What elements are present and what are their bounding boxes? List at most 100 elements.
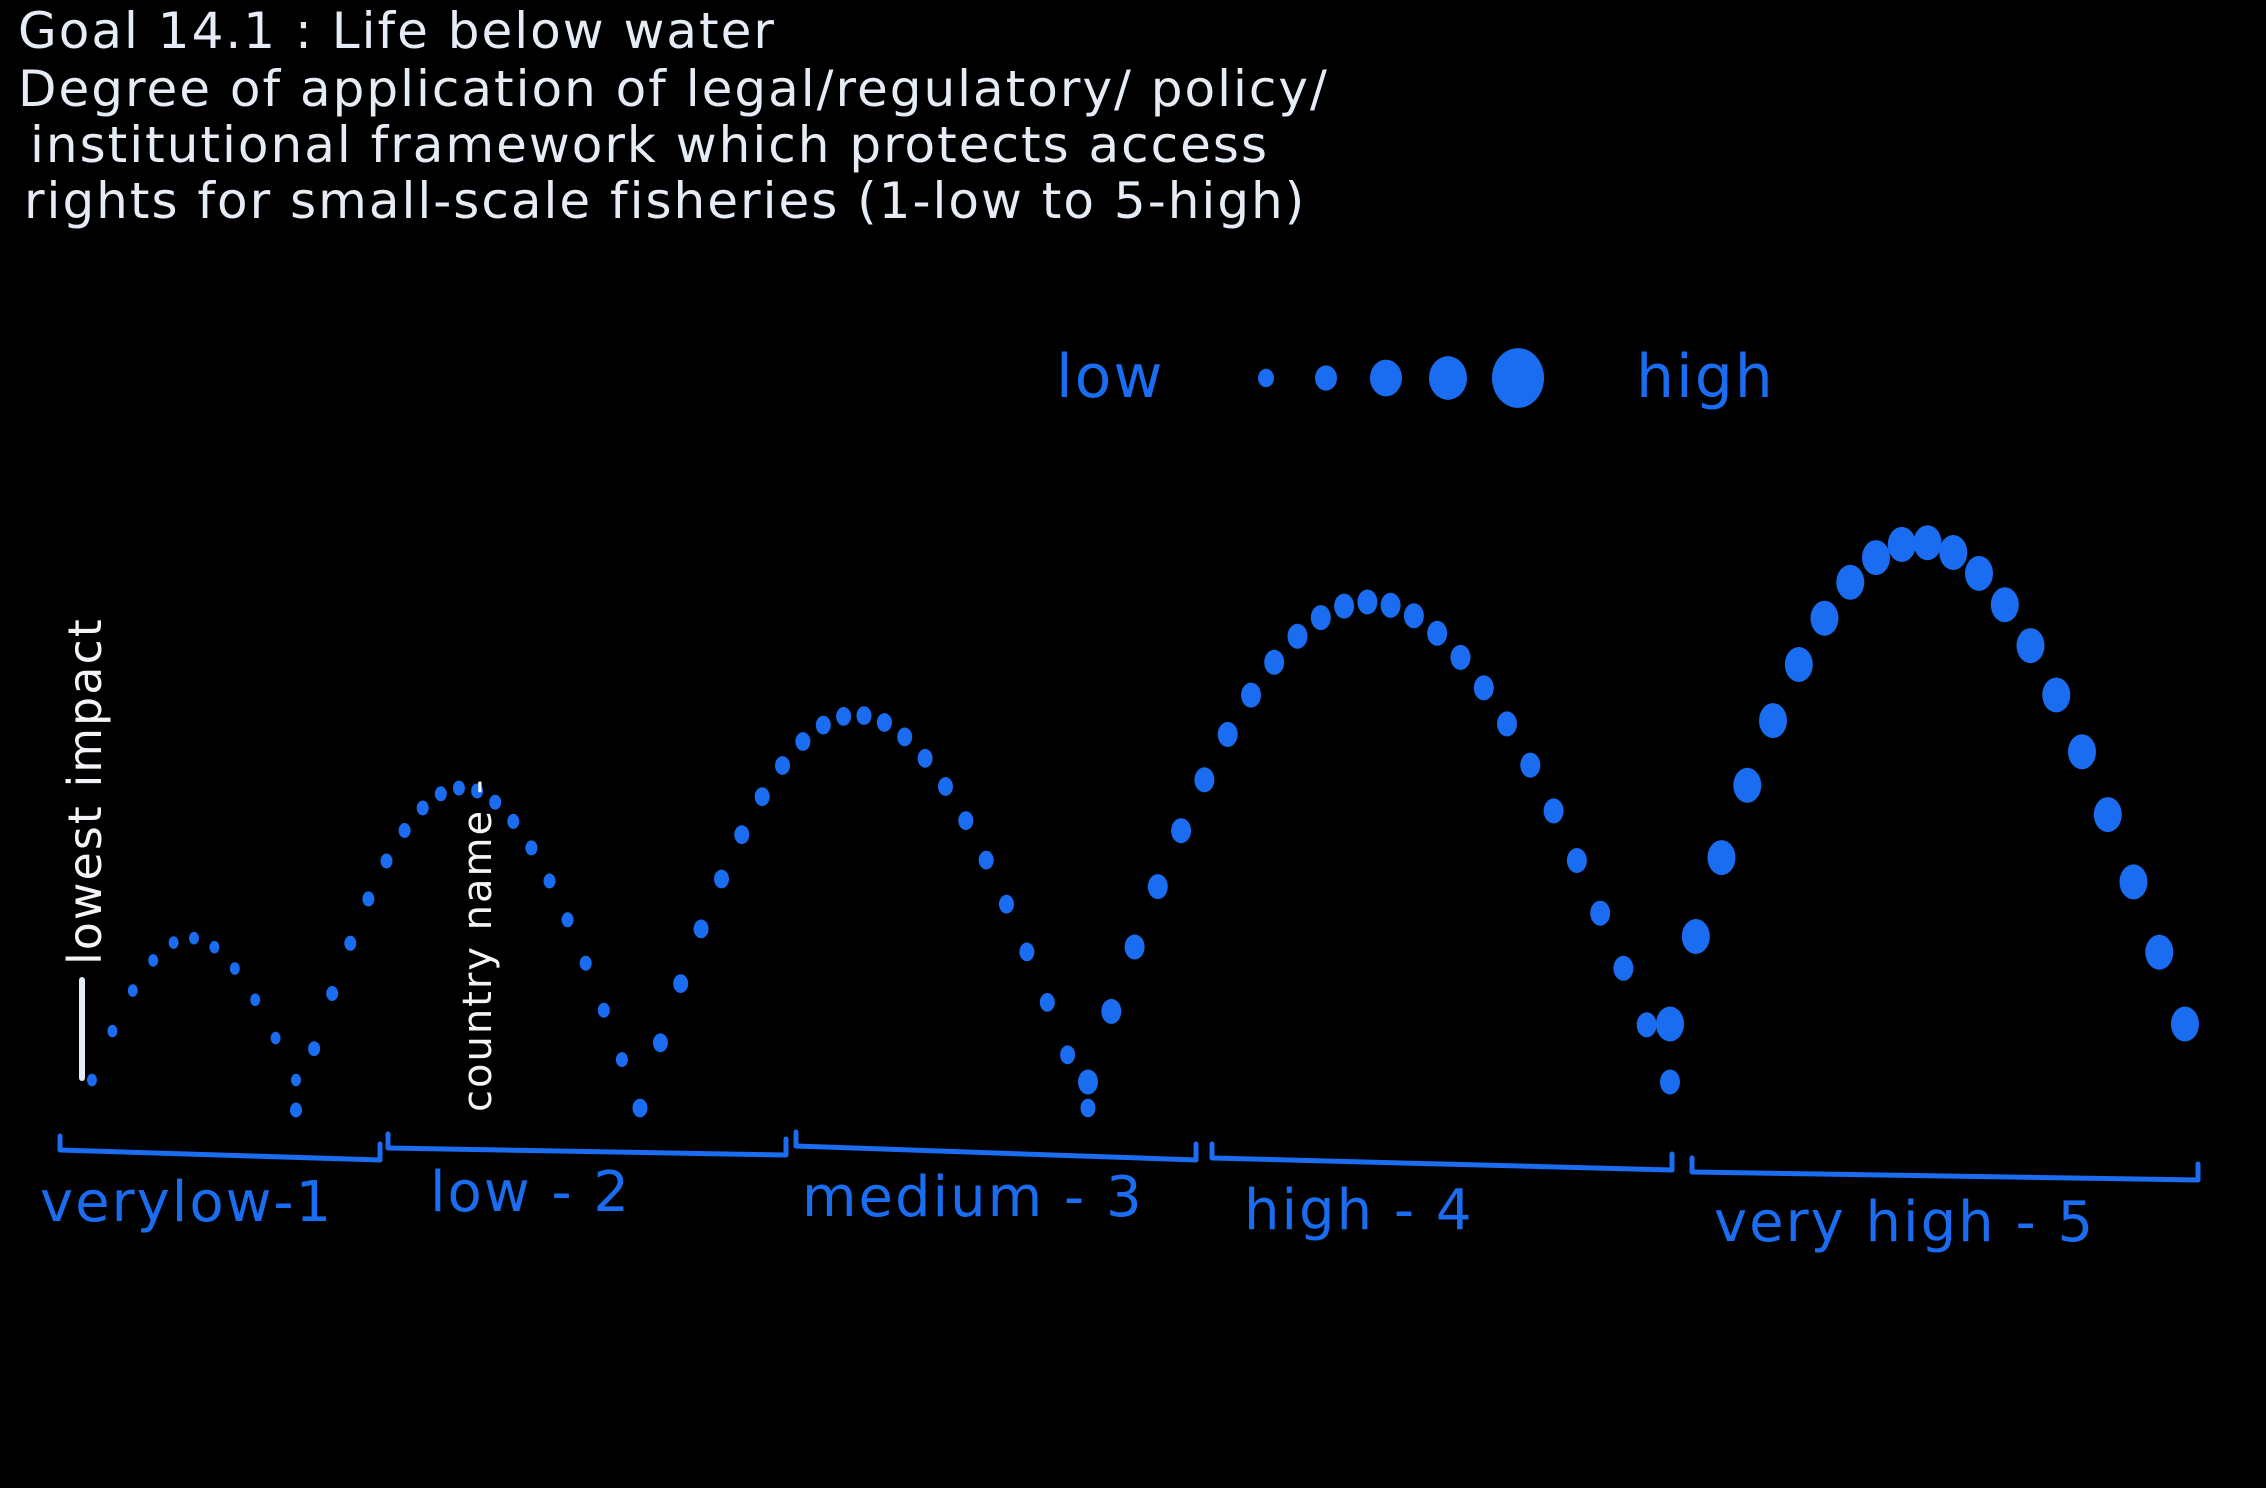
legend-dot-level-2 bbox=[1315, 365, 1337, 391]
wave-4-dot bbox=[1613, 955, 1634, 981]
wave-5-dot bbox=[1681, 919, 1710, 954]
wave-2-dot bbox=[290, 1102, 302, 1118]
wave-5-dot bbox=[1836, 564, 1865, 600]
bucket-label-very-low: verylow-1 bbox=[40, 1170, 334, 1235]
wave-2-dot bbox=[326, 986, 339, 1001]
wave-2-dot bbox=[489, 794, 502, 810]
wave-3-dot bbox=[836, 707, 852, 726]
wave-4-dot bbox=[1194, 767, 1215, 793]
wave-5-dot bbox=[2093, 797, 2122, 833]
legend-dot-level-4 bbox=[1429, 356, 1467, 400]
title-line-1: Goal 14.1 : Life below water bbox=[18, 2, 776, 60]
wave-4-dot bbox=[1171, 818, 1192, 844]
wave-3-dot bbox=[1060, 1045, 1076, 1065]
bucket-bracket-4 bbox=[1209, 1141, 1675, 1173]
wave-3-dot bbox=[999, 894, 1014, 914]
wave-3-dot bbox=[795, 732, 811, 751]
legend-low-label: low bbox=[1056, 342, 1165, 412]
wave-2-dot bbox=[561, 912, 574, 928]
wave-2-dot bbox=[434, 786, 447, 802]
wave-3-dot bbox=[856, 706, 872, 725]
wave-4-dot bbox=[1380, 592, 1401, 618]
wave-2-dot bbox=[507, 813, 520, 829]
wave-3-dot bbox=[775, 756, 790, 775]
wave-5-dot bbox=[1759, 703, 1787, 739]
wave-4-dot bbox=[1357, 589, 1378, 615]
wave-2-dot bbox=[525, 840, 538, 856]
wave-2-dot bbox=[380, 853, 393, 869]
wave-2-dot bbox=[579, 955, 592, 971]
wave-2-dot bbox=[452, 780, 465, 796]
wave-3-dot bbox=[734, 825, 750, 845]
wave-5-dot bbox=[2145, 934, 2174, 970]
wave-2-dot bbox=[597, 1002, 610, 1018]
wave-4-dot bbox=[1543, 798, 1564, 824]
wave-4-dot bbox=[1078, 1069, 1098, 1095]
wave-2-dot bbox=[615, 1052, 628, 1068]
bucket-label-medium: medium - 3 bbox=[802, 1165, 1144, 1230]
wave-5-dot bbox=[2119, 864, 2148, 900]
wave-3-dot bbox=[938, 777, 953, 796]
bucket-bracket-3 bbox=[793, 1129, 1199, 1163]
wave-4-dot bbox=[1497, 711, 1517, 737]
wave-3-dot bbox=[876, 713, 892, 732]
wave-3-dot bbox=[815, 715, 831, 735]
wave-5-dot bbox=[2068, 734, 2096, 770]
wave-4-dot bbox=[1217, 721, 1238, 747]
wave-5-dot bbox=[1810, 600, 1839, 636]
wave-3-dot bbox=[632, 1098, 648, 1118]
wave-4-dot bbox=[1101, 998, 1122, 1024]
legend-high-label: high bbox=[1636, 342, 1775, 412]
wave-4-dot bbox=[1473, 675, 1494, 701]
wave-1-dot bbox=[127, 984, 138, 997]
country-name-note: country name - bbox=[455, 777, 501, 1112]
wave-3-dot bbox=[917, 748, 933, 768]
wave-4-dot bbox=[1450, 644, 1471, 670]
bucket-label-high: high - 4 bbox=[1244, 1178, 1474, 1243]
wave-5-dot bbox=[1733, 767, 1762, 803]
wave-3-dot bbox=[754, 787, 770, 807]
wave-1-dot bbox=[107, 1024, 118, 1038]
wave-3-dot bbox=[958, 811, 974, 830]
wave-1-dot bbox=[291, 1073, 301, 1087]
wave-4-dot bbox=[1147, 874, 1168, 900]
legend-dot-level-1 bbox=[1258, 368, 1274, 388]
wave-4-dot bbox=[1310, 605, 1331, 631]
wave-5-dot bbox=[1656, 1006, 1684, 1042]
legend-dot-level-3 bbox=[1370, 359, 1402, 397]
wave-5-dot bbox=[1965, 555, 1993, 591]
bucket-bracket-1 bbox=[57, 1133, 383, 1163]
wave-1-dot bbox=[87, 1073, 97, 1087]
legend-dot-level-5 bbox=[1492, 348, 1544, 408]
wave-4-dot bbox=[1241, 682, 1261, 708]
lowest-impact-note: lowest impact bbox=[58, 617, 112, 965]
wave-2-dot bbox=[308, 1041, 321, 1057]
wave-1-dot bbox=[189, 931, 199, 945]
wave-1-dot bbox=[229, 962, 240, 975]
wave-3-dot bbox=[897, 727, 913, 747]
wave-1-dot bbox=[148, 954, 159, 967]
wave-2-dot bbox=[543, 873, 556, 889]
wave-1-dot bbox=[270, 1031, 281, 1045]
wave-1-dot bbox=[250, 993, 261, 1007]
wave-4-dot bbox=[1590, 900, 1611, 926]
wave-4-dot bbox=[1287, 623, 1308, 649]
wave-4-dot bbox=[1427, 620, 1448, 646]
bucket-bracket-2 bbox=[385, 1131, 789, 1158]
title-line-4: rights for small-scale fisheries (1-low … bbox=[24, 172, 1307, 230]
bucket-label-very-high: very high - 5 bbox=[1714, 1190, 2096, 1255]
wave-2-dot bbox=[362, 891, 375, 907]
wave-5-dot bbox=[1862, 540, 1890, 576]
wave-4-dot bbox=[1124, 934, 1145, 960]
title-line-3: institutional framework which protects a… bbox=[30, 116, 1269, 174]
bucket-bracket-5 bbox=[1689, 1155, 2201, 1183]
wave-2-dot bbox=[416, 800, 429, 816]
wave-4-dot bbox=[1566, 848, 1587, 873]
wave-4-dot bbox=[1636, 1012, 1657, 1038]
wave-5-dot bbox=[1887, 526, 1916, 562]
wave-5-dot bbox=[1939, 535, 1968, 570]
wave-4-dot bbox=[1660, 1069, 1680, 1095]
wave-2-dot bbox=[471, 783, 484, 799]
wave-1-dot bbox=[168, 936, 179, 949]
